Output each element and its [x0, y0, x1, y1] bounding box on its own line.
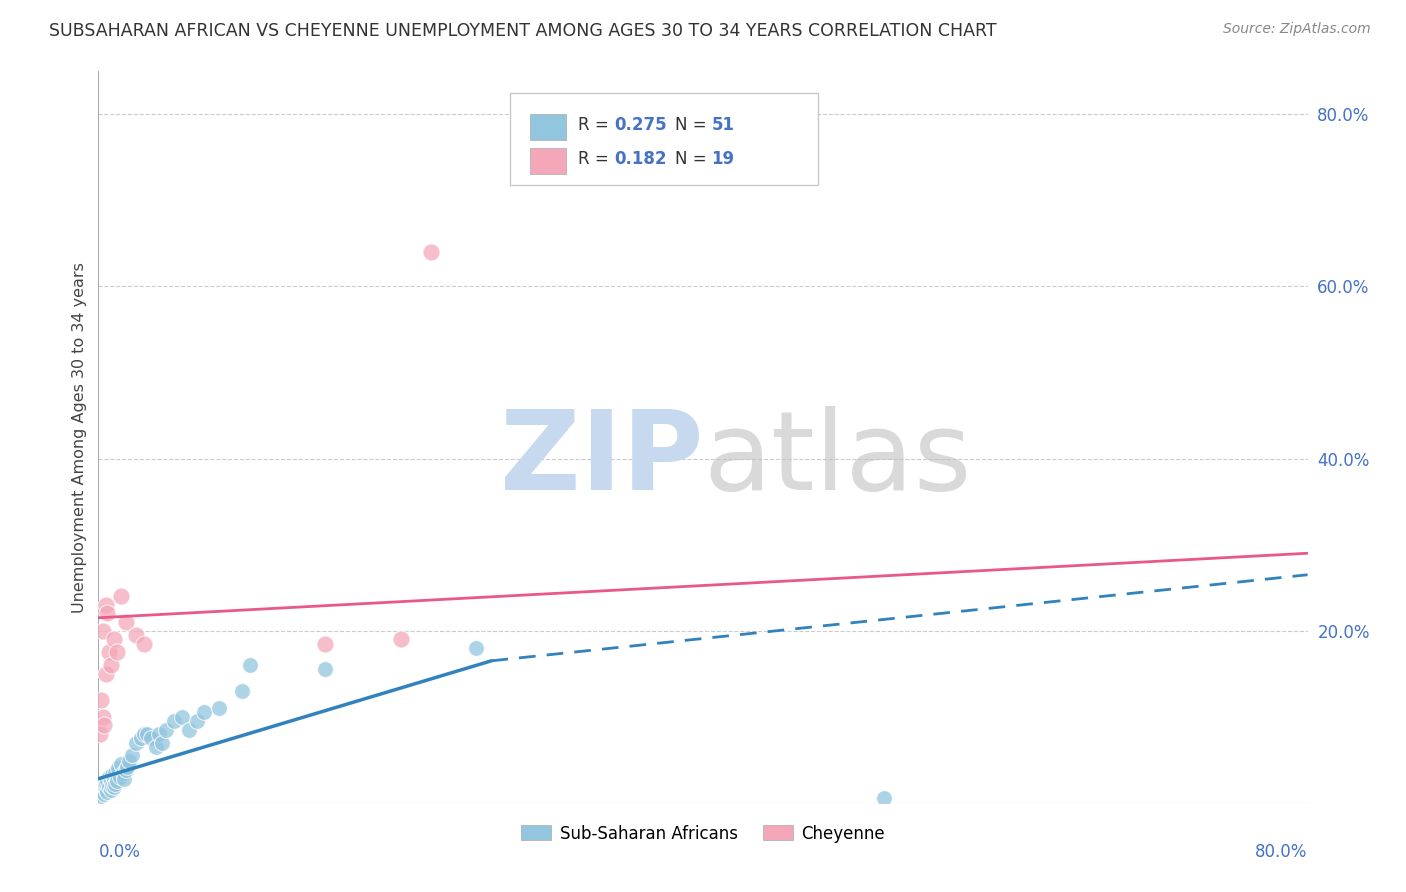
- Point: [239, 658, 262, 673]
- Point: [93, 718, 115, 732]
- Point: [94, 783, 117, 797]
- Point: [135, 727, 157, 741]
- Point: [104, 765, 127, 780]
- Point: [104, 777, 127, 791]
- FancyBboxPatch shape: [509, 94, 818, 185]
- Y-axis label: Unemployment Among Ages 30 to 34 years: Unemployment Among Ages 30 to 34 years: [72, 261, 87, 613]
- Legend: Sub-Saharan Africans, Cheyenne: Sub-Saharan Africans, Cheyenne: [515, 818, 891, 849]
- Point: [94, 777, 117, 791]
- FancyBboxPatch shape: [530, 148, 567, 175]
- Text: N =: N =: [675, 150, 711, 168]
- Point: [115, 759, 138, 773]
- Point: [132, 727, 155, 741]
- Point: [155, 723, 177, 737]
- Point: [107, 761, 129, 775]
- Text: 0.0%: 0.0%: [98, 843, 141, 861]
- Point: [150, 735, 173, 749]
- Point: [103, 772, 125, 786]
- Point: [389, 632, 412, 647]
- Point: [91, 785, 114, 799]
- Point: [873, 791, 896, 805]
- Point: [90, 789, 112, 803]
- Point: [420, 245, 443, 260]
- Point: [148, 727, 170, 741]
- Text: 51: 51: [711, 116, 734, 134]
- Point: [121, 748, 143, 763]
- Point: [93, 779, 115, 793]
- Text: 0.275: 0.275: [614, 116, 668, 134]
- Point: [105, 774, 128, 789]
- Point: [193, 706, 215, 720]
- Point: [90, 692, 112, 706]
- Point: [94, 666, 117, 681]
- Text: atlas: atlas: [703, 406, 972, 513]
- FancyBboxPatch shape: [530, 114, 567, 140]
- Point: [110, 589, 132, 603]
- Point: [141, 731, 163, 746]
- Point: [179, 723, 201, 737]
- Point: [93, 787, 115, 801]
- Point: [314, 637, 336, 651]
- Point: [132, 637, 155, 651]
- Point: [96, 785, 118, 799]
- Point: [231, 684, 253, 698]
- Point: [91, 710, 114, 724]
- Text: 19: 19: [711, 150, 734, 168]
- Point: [100, 774, 122, 789]
- Text: 80.0%: 80.0%: [1256, 843, 1308, 861]
- Point: [96, 607, 118, 621]
- Point: [103, 780, 125, 795]
- Point: [101, 768, 124, 782]
- Point: [98, 645, 121, 659]
- Text: Source: ZipAtlas.com: Source: ZipAtlas.com: [1223, 22, 1371, 37]
- Point: [111, 765, 134, 780]
- Text: N =: N =: [675, 116, 711, 134]
- Point: [110, 757, 132, 772]
- Text: SUBSAHARAN AFRICAN VS CHEYENNE UNEMPLOYMENT AMONG AGES 30 TO 34 YEARS CORRELATIO: SUBSAHARAN AFRICAN VS CHEYENNE UNEMPLOYM…: [49, 22, 997, 40]
- Point: [125, 628, 148, 642]
- Text: ZIP: ZIP: [499, 406, 703, 513]
- Point: [465, 640, 488, 655]
- Text: R =: R =: [578, 116, 614, 134]
- Point: [186, 714, 208, 728]
- Point: [118, 755, 141, 769]
- Point: [91, 624, 114, 638]
- Point: [98, 780, 121, 795]
- Point: [89, 727, 111, 741]
- Text: 0.182: 0.182: [614, 150, 668, 168]
- Point: [94, 598, 117, 612]
- Point: [170, 710, 193, 724]
- Point: [108, 770, 131, 784]
- Point: [100, 783, 122, 797]
- Text: R =: R =: [578, 150, 614, 168]
- Point: [90, 783, 112, 797]
- Point: [114, 615, 136, 629]
- Point: [163, 714, 186, 728]
- Point: [98, 770, 121, 784]
- Point: [105, 645, 128, 659]
- Point: [89, 787, 111, 801]
- Point: [208, 701, 231, 715]
- Point: [101, 779, 124, 793]
- Point: [112, 772, 135, 786]
- Point: [145, 739, 167, 754]
- Point: [103, 632, 125, 647]
- Point: [100, 658, 122, 673]
- Point: [91, 780, 114, 795]
- Point: [114, 763, 136, 777]
- Point: [96, 774, 118, 789]
- Point: [314, 662, 336, 676]
- Point: [129, 731, 152, 746]
- Point: [125, 735, 148, 749]
